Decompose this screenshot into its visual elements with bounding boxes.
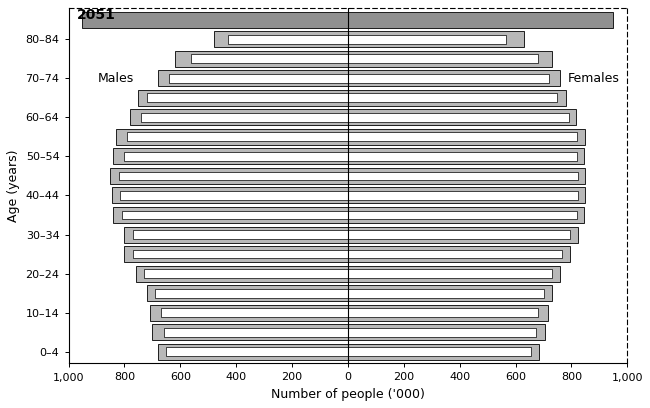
Bar [169,74,348,83]
Bar [158,70,348,86]
Bar [348,269,552,278]
Bar [348,308,538,317]
Bar [124,226,348,242]
Bar [348,289,544,297]
Bar [348,70,560,86]
Bar [147,285,348,301]
Bar [348,129,586,145]
Bar [136,266,348,282]
Bar [348,250,562,258]
Bar [348,31,524,47]
Bar [127,133,348,141]
Bar [119,171,348,180]
Bar [348,11,614,28]
Bar [348,305,548,321]
Bar [348,109,576,125]
Bar [348,266,560,282]
X-axis label: Number of people ('000): Number of people ('000) [271,388,425,401]
Bar [348,113,569,122]
Text: 2051: 2051 [77,8,116,22]
Bar [124,246,348,262]
Bar [214,31,348,47]
Bar [147,93,348,102]
Bar [113,149,348,164]
Bar [130,109,348,125]
Bar [113,207,348,223]
Bar [348,152,577,161]
Bar [348,74,549,83]
Bar [152,324,348,340]
Bar [348,149,584,164]
Bar [155,289,348,297]
Bar [133,230,348,239]
Bar [348,211,577,220]
Bar [348,93,558,102]
Text: Females: Females [568,72,619,85]
Bar [348,51,552,67]
Bar [83,11,348,28]
Bar [112,187,348,204]
Bar [120,191,348,200]
Bar [150,305,348,321]
Bar [348,285,552,301]
Bar [227,35,348,44]
Bar [161,308,348,317]
Bar [348,54,538,63]
Bar [348,191,578,200]
Bar [122,211,348,220]
Bar [138,90,348,106]
Bar [348,324,545,340]
Bar [192,54,348,63]
Bar [348,133,577,141]
Bar [348,207,584,223]
Bar [141,113,348,122]
Bar [348,171,578,180]
Y-axis label: Age (years): Age (years) [7,149,20,222]
Bar [133,250,348,258]
Bar [175,51,348,67]
Bar [124,152,348,161]
Bar [166,347,348,356]
Bar [348,187,585,204]
Bar [348,344,540,360]
Text: Males: Males [98,72,134,85]
Bar [348,168,585,184]
Bar [348,90,566,106]
Bar [158,344,348,360]
Bar [144,269,348,278]
Bar [348,230,570,239]
Bar [348,35,506,44]
Bar [164,328,348,337]
Bar [111,168,348,184]
Bar [348,328,536,337]
Bar [348,246,570,262]
Bar [348,347,531,356]
Bar [116,129,348,145]
Bar [348,226,578,242]
